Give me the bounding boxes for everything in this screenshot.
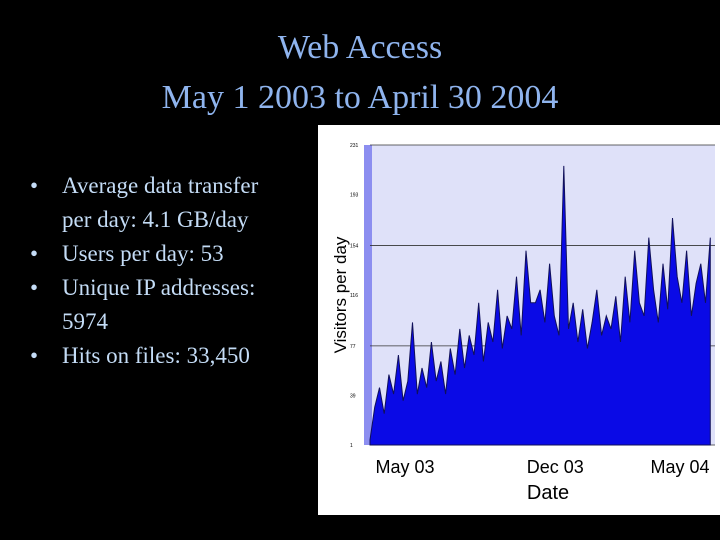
bullet-dot: • (30, 241, 38, 266)
y-axis-label: Visitors per day (331, 236, 350, 353)
bullet-dot: • (30, 173, 38, 198)
bullet-text: Users per day: 53 (62, 241, 224, 266)
bullet-text: Unique IP addresses: (62, 275, 255, 300)
y-tick-label: 1 (350, 443, 353, 449)
y-tick-label: 193 (350, 193, 359, 199)
bullet-dot: • (30, 343, 38, 368)
y-tick-label: 77 (350, 344, 356, 350)
y-tick-label: 39 (350, 393, 356, 399)
x-tick-label: May 04 (651, 457, 710, 477)
bullet-text: Average data transfer (62, 173, 259, 198)
bullet-text: 5974 (62, 309, 109, 334)
bullet-dot: • (30, 275, 38, 300)
slide-title: Web Access (278, 29, 442, 66)
bullet-text: Hits on files: 33,450 (62, 343, 250, 368)
x-tick-label: Dec 03 (527, 457, 584, 477)
y-tick-label: 154 (350, 243, 359, 249)
plot-edge (364, 145, 372, 445)
x-tick-label: May 03 (375, 457, 434, 477)
y-tick-label: 116 (350, 293, 358, 299)
y-tick-label: 231 (350, 143, 359, 149)
bullet-text: per day: 4.1 GB/day (62, 207, 249, 232)
x-axis-label: Date (527, 482, 569, 504)
area (369, 165, 711, 446)
slide-title: May 1 2003 to April 30 2004 (162, 79, 559, 116)
